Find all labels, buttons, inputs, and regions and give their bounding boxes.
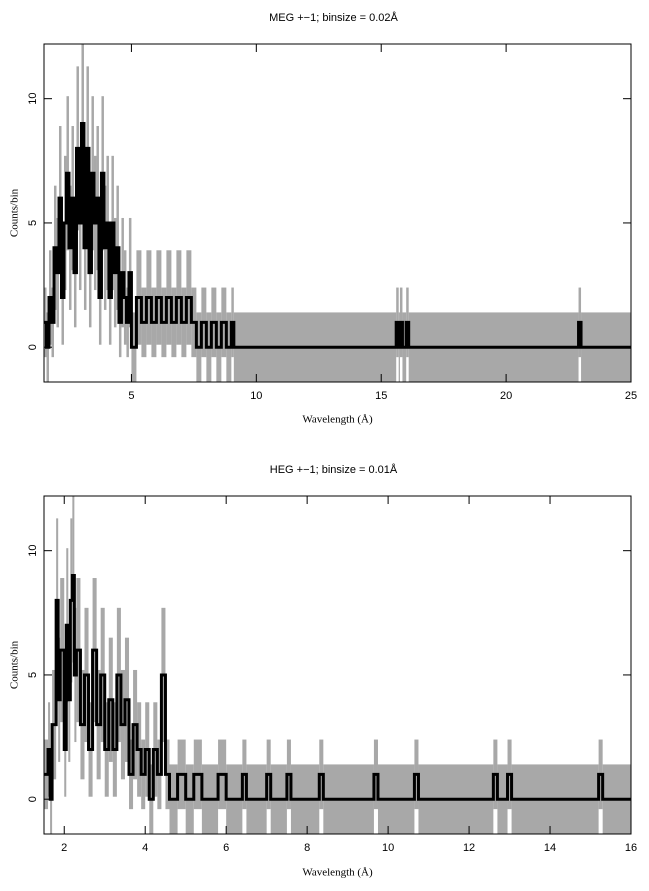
panel: HEG +−1; binsize = 0.01Å Wavelength (Å) Co… bbox=[9, 463, 638, 879]
x-tick-label: 8 bbox=[304, 842, 310, 854]
x-tick-label: 6 bbox=[223, 842, 229, 854]
y-axis-label: Counts/bin bbox=[9, 188, 21, 237]
x-tick-label: 12 bbox=[463, 842, 475, 854]
panel: MEG +−1; binsize = 0.02Å Wavelength (Å) Co… bbox=[9, 11, 638, 426]
y-tick-label: 10 bbox=[27, 93, 39, 105]
x-tick-label: 5 bbox=[128, 390, 134, 402]
counts-line bbox=[44, 574, 631, 801]
x-tick-label: 25 bbox=[625, 390, 637, 402]
counts-line bbox=[44, 122, 631, 349]
plot-area bbox=[44, 44, 631, 382]
x-tick-label: 20 bbox=[500, 390, 512, 402]
x-tick-label: 14 bbox=[544, 842, 556, 854]
x-tick-label: 2 bbox=[61, 842, 67, 854]
x-axis-label: Wavelength (Å) bbox=[302, 867, 373, 879]
plot-frame bbox=[43, 495, 632, 835]
y-tick-label: 10 bbox=[27, 545, 39, 557]
y-tick-label: 5 bbox=[27, 672, 39, 678]
chart-title: HEG +−1; binsize = 0.01Å bbox=[270, 463, 398, 476]
plot-frame bbox=[43, 43, 632, 383]
x-tick-label: 4 bbox=[142, 842, 148, 854]
chart-title: MEG +−1; binsize = 0.02Å bbox=[269, 11, 398, 24]
x-tick-label: 16 bbox=[625, 842, 637, 854]
x-tick-label: 10 bbox=[382, 842, 394, 854]
y-tick-label: 5 bbox=[27, 220, 39, 226]
x-tick-label: 10 bbox=[250, 390, 262, 402]
x-tick-label: 15 bbox=[375, 390, 387, 402]
x-axis-label: Wavelength (Å) bbox=[302, 414, 373, 426]
y-axis-label: Counts/bin bbox=[9, 640, 21, 689]
plot-area bbox=[44, 496, 631, 834]
y-tick-label: 0 bbox=[27, 344, 39, 350]
y-tick-label: 0 bbox=[27, 796, 39, 802]
